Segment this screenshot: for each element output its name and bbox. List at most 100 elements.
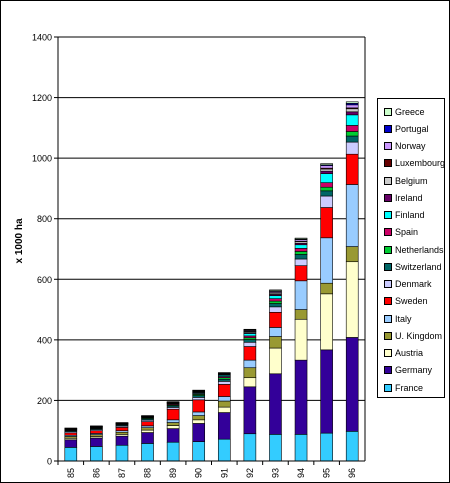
legend: Greece Portugal Norway Luxembourg Belgium Ire… xyxy=(377,98,445,398)
legend-label: Portugal xyxy=(395,123,429,134)
bar-segment-france xyxy=(115,444,129,462)
bar-segment-greece xyxy=(294,237,308,240)
legend-item: Denmark xyxy=(378,276,444,293)
legend-swatch xyxy=(384,349,392,358)
bar-segment-finland xyxy=(320,173,333,183)
bar-segment-germany xyxy=(64,439,78,448)
legend-label: Sweden xyxy=(395,296,428,307)
bar-segment-switzerland xyxy=(294,254,308,260)
x-tick-label: 90 xyxy=(194,468,204,478)
bar-segment-switzerland xyxy=(269,303,282,308)
bar-segment-netherlands xyxy=(320,186,333,192)
x-tick-label: 95 xyxy=(322,468,332,478)
legend-item: Belgium xyxy=(378,172,444,189)
legend-label: Germany xyxy=(395,365,433,376)
bar-segment-austria xyxy=(294,318,308,361)
legend-swatch xyxy=(384,297,392,306)
x-tick-label: 85 xyxy=(66,468,76,478)
bar-segment-germany xyxy=(192,423,206,442)
bar-segment-germany xyxy=(345,337,359,432)
legend-swatch xyxy=(384,262,392,271)
legend-item: France xyxy=(378,379,444,396)
legend-swatch xyxy=(384,314,392,323)
bar-segment-greece xyxy=(345,101,359,104)
bar-segment-switzerland xyxy=(320,190,333,197)
bar-segment-u-kingdom xyxy=(141,427,154,431)
legend-label: Denmark xyxy=(395,279,432,290)
bar-segment-greece xyxy=(269,289,282,292)
bar-segment-u-kingdom xyxy=(320,282,333,295)
legend-swatch xyxy=(384,366,392,375)
bar-segment-sweden xyxy=(269,311,282,328)
bar-segment-sweden xyxy=(243,346,257,361)
x-tick-label: 86 xyxy=(91,468,101,478)
legend-item: U. Kingdom xyxy=(378,327,444,344)
legend-label: Italy xyxy=(395,313,412,324)
bar-segment-france xyxy=(192,441,206,462)
bar-segment-finland xyxy=(269,295,282,299)
x-tick-label: 92 xyxy=(245,468,255,478)
y-tick-label: 600 xyxy=(37,275,52,285)
bar-segment-u-kingdom xyxy=(345,246,359,263)
legend-item: Netherlands xyxy=(378,241,444,258)
legend-label: Switzerland xyxy=(395,261,442,272)
legend-label: Norway xyxy=(395,141,426,152)
bar-segment-germany xyxy=(320,349,333,434)
bar-segment-ireland xyxy=(345,111,359,116)
bar-segment-switzerland xyxy=(217,378,231,382)
bar-segment-germany xyxy=(115,435,129,446)
bar-segment-u-kingdom xyxy=(217,400,231,408)
legend-item: Finland xyxy=(378,207,444,224)
x-tick-label: 89 xyxy=(168,468,178,478)
bar-segment-denmark xyxy=(217,381,231,385)
bar-segment-italy xyxy=(269,327,282,337)
bar-segment-italy xyxy=(166,419,180,423)
bar-segment-france xyxy=(320,432,333,462)
bar-segment-austria xyxy=(192,419,206,424)
bar-segment-austria xyxy=(269,347,282,375)
y-tick-label: 800 xyxy=(37,214,52,224)
bar-segment-switzerland xyxy=(243,339,257,343)
bar-segment-sweden xyxy=(90,430,103,434)
bar-segment-germany xyxy=(141,432,154,444)
bar-segment-denmark xyxy=(294,258,308,266)
bar-segment-italy xyxy=(243,359,257,369)
legend-swatch xyxy=(384,142,392,151)
bar-segment-sweden xyxy=(115,427,129,432)
legend-swatch xyxy=(384,383,392,392)
y-tick-labels: 0 200 400 600 800 1000 1200 1400 xyxy=(32,33,52,467)
bar-segment-netherlands xyxy=(269,300,282,304)
bar-segment-denmark xyxy=(243,341,257,347)
bar-segment-france xyxy=(90,446,103,462)
bar-segment-france xyxy=(64,447,78,462)
bar-segment-germany xyxy=(90,437,103,447)
bar-segment-greece xyxy=(320,163,333,166)
legend-item: Italy xyxy=(378,310,444,327)
bar-segment-u-kingdom xyxy=(115,431,129,435)
y-tick-label: 0 xyxy=(47,457,52,467)
legend-label: Austria xyxy=(395,348,424,359)
y-tick-label: 200 xyxy=(37,396,52,406)
bar-segment-sweden xyxy=(166,408,180,421)
bar-segment-spain xyxy=(269,298,282,302)
bar-segment-france xyxy=(217,438,231,462)
bar-segment-denmark xyxy=(320,195,333,208)
bar-segment-norway xyxy=(320,165,333,169)
legend-item: Norway xyxy=(378,138,444,155)
bar-segment-germany xyxy=(243,386,257,435)
bar-segment-germany xyxy=(294,359,308,435)
legend-label: Greece xyxy=(395,106,425,117)
y-tick-label: 1000 xyxy=(32,154,52,164)
bar-segment-finland xyxy=(243,333,257,337)
bar-segment-netherlands xyxy=(294,251,308,255)
legend-label: France xyxy=(395,382,424,393)
legend-swatch xyxy=(384,245,392,254)
legend-label: Belgium xyxy=(395,175,428,186)
legend-item: Luxembourg xyxy=(378,155,445,172)
legend-label: Finland xyxy=(395,210,425,221)
bar-segment-u-kingdom xyxy=(192,415,206,421)
bar-segment-sweden xyxy=(217,384,231,397)
bar-segment-ireland xyxy=(320,170,333,174)
legend-item: Switzerland xyxy=(378,258,444,275)
bar-segment-sweden xyxy=(345,153,359,185)
